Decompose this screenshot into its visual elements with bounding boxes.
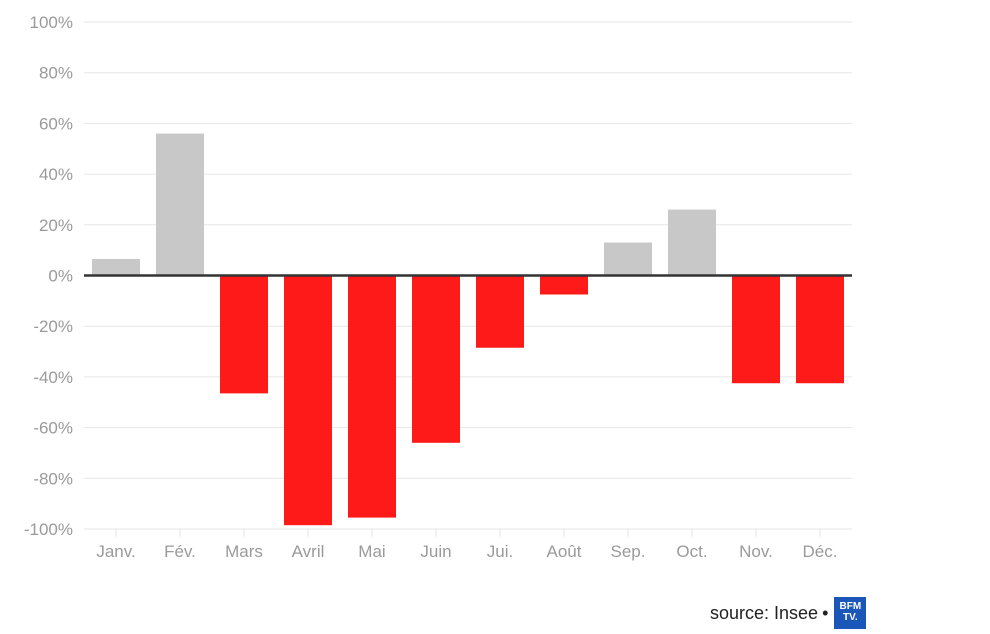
bar <box>604 242 652 276</box>
x-category-label: Juin <box>420 542 451 561</box>
x-axis-category-labels: Janv. Fév. Mars Avril Mai Juin Jui. Août Sep. Oct… <box>96 529 837 561</box>
y-tick-label: -40% <box>33 368 73 387</box>
x-category-label: Avril <box>292 542 325 561</box>
bar <box>476 275 524 348</box>
source-separator: • <box>822 602 829 623</box>
x-category-label: Sep. <box>611 542 646 561</box>
y-tick-label: -20% <box>33 317 73 336</box>
y-tick-label: 0% <box>48 267 73 286</box>
y-tick-label: -60% <box>33 419 73 438</box>
bar <box>284 275 332 526</box>
source-credit: source: Insee • BFM TV. <box>710 597 867 629</box>
bar <box>220 275 268 394</box>
y-tick-label: 80% <box>39 64 73 83</box>
bar <box>540 275 588 295</box>
y-tick-label: 100% <box>30 13 73 32</box>
source-text: source: Insee <box>710 602 819 623</box>
bars <box>92 133 844 526</box>
logo-text-line: BFM <box>839 601 862 612</box>
x-category-label: Déc. <box>803 542 838 561</box>
x-category-label: Mars <box>225 542 263 561</box>
y-tick-label: 40% <box>39 165 73 184</box>
logo-text-line: TV. <box>843 612 858 623</box>
x-category-label: Janv. <box>96 542 135 561</box>
y-tick-label: -100% <box>24 520 73 539</box>
bfmtv-logo: BFM TV. <box>834 597 867 629</box>
y-tick-label: -80% <box>33 469 73 488</box>
x-category-label: Jui. <box>487 542 513 561</box>
x-category-label: Fév. <box>164 542 196 561</box>
y-axis-tick-labels: 100% 80% 60% 40% 20% 0% -20% -40% -60% -80% -100% <box>24 13 73 539</box>
y-tick-label: 60% <box>39 114 73 133</box>
x-category-label: Oct. <box>676 542 707 561</box>
x-category-label: Nov. <box>739 542 773 561</box>
y-tick-label: 20% <box>39 216 73 235</box>
bar <box>796 275 844 384</box>
x-category-label: Août <box>547 542 582 561</box>
bar <box>412 275 460 443</box>
bar <box>92 259 140 276</box>
bar <box>732 275 780 384</box>
bar <box>668 209 716 276</box>
bar <box>156 133 204 276</box>
bar <box>348 275 396 518</box>
x-category-label: Mai <box>358 542 385 561</box>
